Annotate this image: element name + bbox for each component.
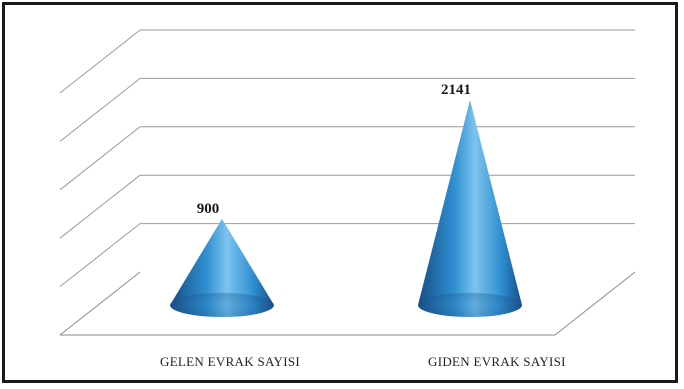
cone-base-2 bbox=[418, 293, 522, 317]
cone-base-1 bbox=[170, 293, 274, 317]
data-label: 2141 bbox=[441, 82, 471, 98]
labels: 900 GELEN EVRAK SAYISI 2141 GIDEN EVRAK SAY… bbox=[160, 82, 566, 369]
gridline-side bbox=[59, 78, 141, 142]
category-label: GIDEN EVRAK SAYISI bbox=[428, 354, 566, 369]
cone-1 bbox=[170, 218, 274, 317]
floor-left-edge bbox=[59, 271, 141, 336]
cone-2 bbox=[418, 100, 522, 317]
gridline-side bbox=[59, 126, 141, 191]
gridline-side bbox=[59, 174, 141, 239]
gridline-side bbox=[59, 29, 141, 94]
floor-right-edge bbox=[554, 271, 636, 336]
category-label: GELEN EVRAK SAYISI bbox=[160, 354, 300, 369]
chart-frame bbox=[2, 2, 678, 383]
gridlines bbox=[59, 29, 635, 287]
gridline-side bbox=[59, 223, 141, 287]
data-label: 900 bbox=[197, 201, 220, 217]
chart-floor bbox=[59, 271, 636, 336]
cones bbox=[170, 100, 522, 317]
